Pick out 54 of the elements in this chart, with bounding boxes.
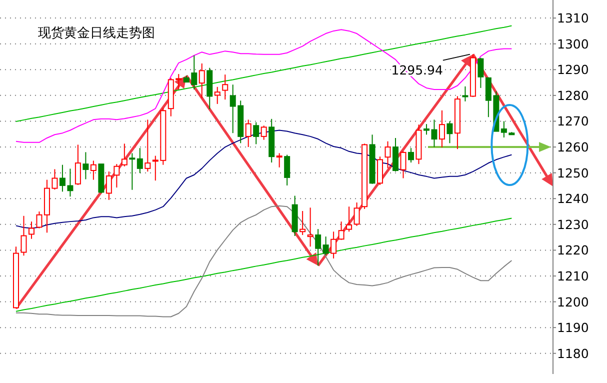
candlestick	[121, 143, 128, 167]
y-tick-label: 1190	[557, 320, 589, 336]
line-series	[16, 25, 512, 122]
y-tick-label: 1230	[557, 216, 589, 232]
candlestick	[74, 144, 81, 186]
y-tick-label: 1280	[557, 88, 589, 103]
candlestick	[284, 154, 290, 186]
y-tick-label: 1310	[557, 10, 589, 26]
candlestick	[245, 119, 252, 148]
candlestick	[322, 236, 329, 256]
candlestick	[377, 156, 384, 186]
candlestick	[276, 152, 282, 168]
candlestick	[446, 120, 453, 144]
y-tick-label: 1290	[557, 62, 589, 78]
candlestick	[114, 164, 120, 188]
y-tick-label: 1250	[557, 165, 589, 180]
candlestick	[82, 152, 89, 180]
y-tick-label: 1260	[557, 140, 589, 155]
y-tick-label: 1200	[557, 294, 589, 310]
candlestick	[253, 122, 260, 145]
candlestick	[28, 221, 34, 240]
y-tick-label: 1180	[557, 346, 589, 361]
candlestick	[260, 125, 267, 140]
candlestick	[300, 210, 306, 236]
candlestick	[106, 171, 112, 200]
candlestick	[144, 119, 151, 172]
candlestick	[307, 207, 314, 248]
candlestick	[36, 211, 42, 229]
candlestick	[90, 160, 96, 180]
candlestick	[129, 152, 136, 190]
candlestick	[315, 228, 322, 266]
line-series	[16, 218, 512, 312]
candlestick	[354, 202, 360, 226]
candlestick	[330, 231, 337, 259]
candlestick	[478, 57, 484, 88]
candlestick	[222, 74, 228, 100]
candlestick	[338, 221, 344, 240]
y-tick-label: 1240	[557, 191, 589, 206]
y-tick-label: 1210	[557, 268, 589, 284]
candlestick	[462, 86, 468, 102]
y-tick-label: 1270	[557, 114, 589, 129]
text: 现货黄金日线走势图	[38, 26, 155, 41]
candlestick	[400, 150, 406, 179]
candlestick	[214, 86, 220, 104]
y-tick-label: 1300	[557, 36, 589, 52]
candlestick	[384, 140, 391, 169]
candlestick	[20, 215, 27, 256]
y-tick-label: 1220	[557, 242, 589, 258]
candlestick	[408, 148, 414, 163]
candlestick	[198, 62, 205, 99]
candlestick	[392, 137, 399, 172]
candlestick	[438, 110, 445, 148]
candlestick	[136, 148, 143, 174]
candlestick	[346, 206, 352, 232]
